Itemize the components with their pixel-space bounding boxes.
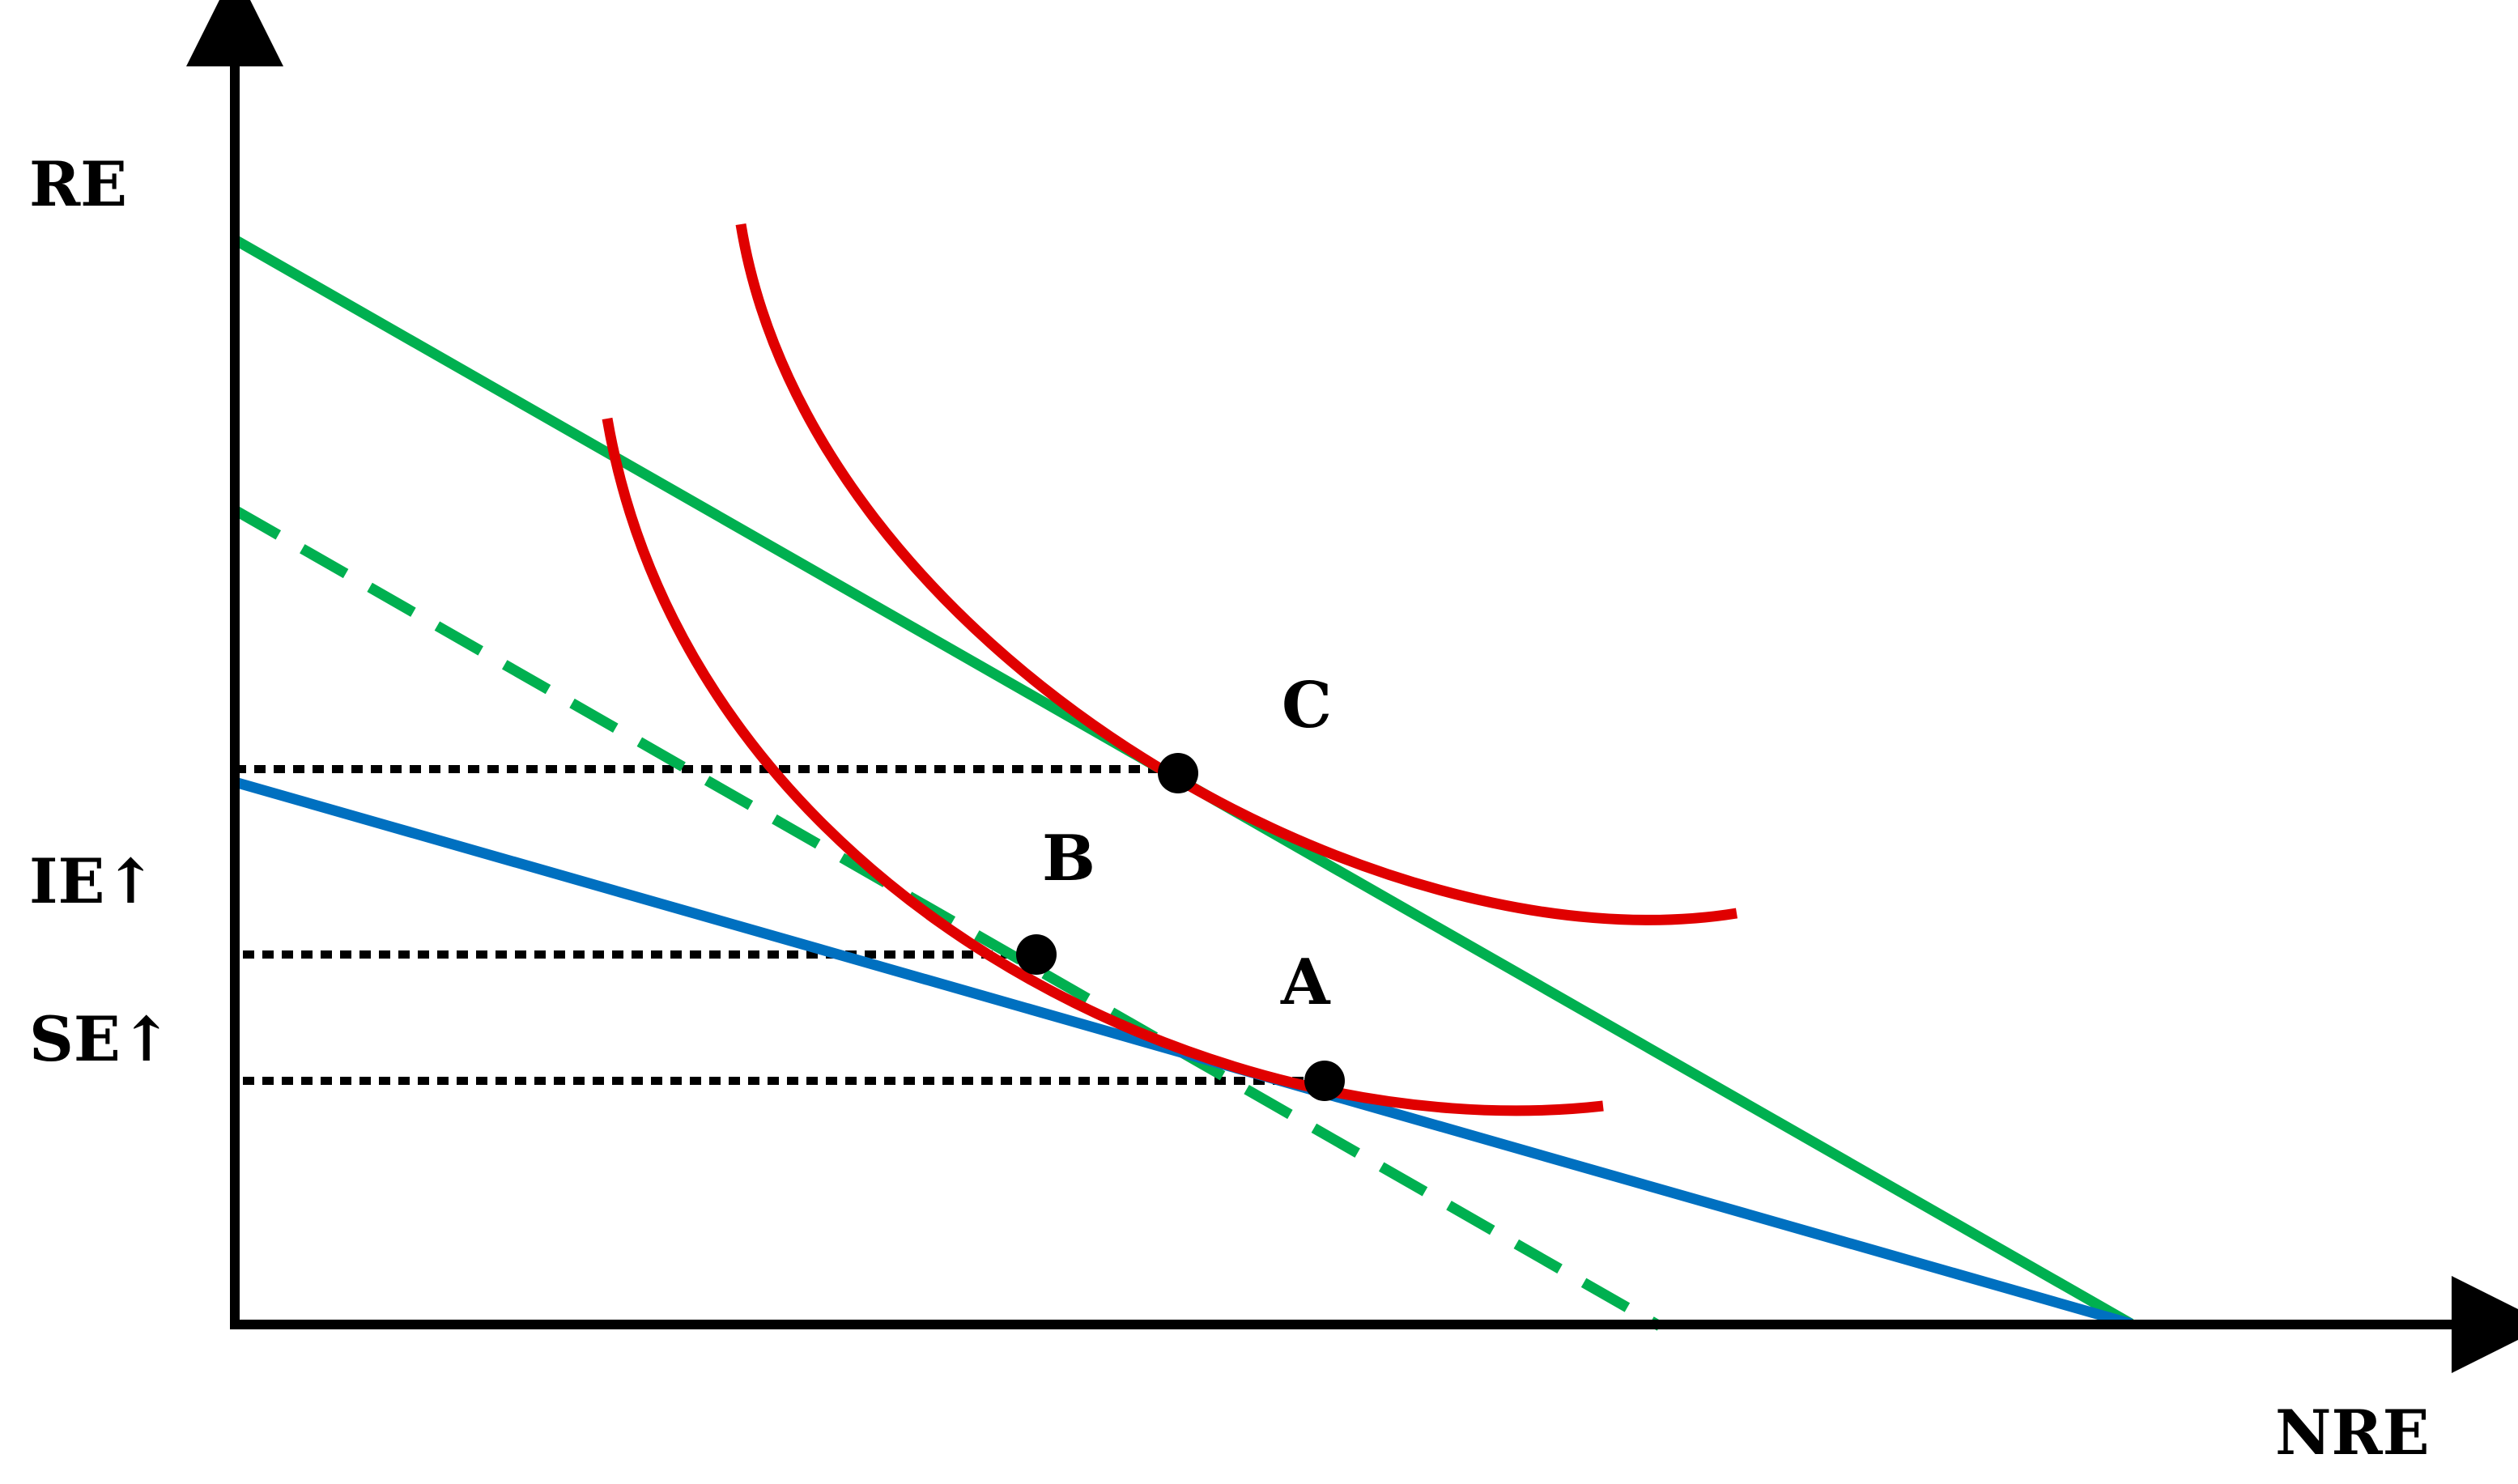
income-effect-label: IE↑ — [29, 845, 156, 917]
point-a-label: A — [1280, 946, 1331, 1019]
x-axis-label: NRE — [2275, 1397, 2430, 1469]
point-a-marker — [1304, 1061, 1345, 1101]
point-c-marker — [1158, 753, 1198, 793]
budget-line-compensated — [232, 505, 1663, 1331]
indifference-curve-low — [602, 417, 1604, 1116]
point-b-marker — [1016, 934, 1057, 975]
indifference-curve-high — [735, 223, 1738, 925]
point-b-label: B — [1042, 822, 1095, 895]
substitution-effect-label: SE↑ — [29, 1003, 172, 1075]
point-c-label: C — [1282, 669, 1332, 742]
y-axis-label: RE — [29, 148, 127, 220]
